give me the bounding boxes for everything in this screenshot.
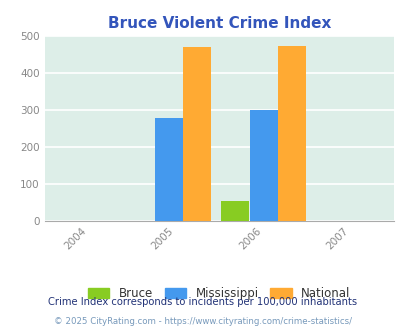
Bar [183,48,211,221]
Bar [220,201,248,221]
Text: Crime Index corresponds to incidents per 100,000 inhabitants: Crime Index corresponds to incidents per… [48,297,357,307]
Bar [249,110,277,221]
Title: Bruce Violent Crime Index: Bruce Violent Crime Index [107,16,330,31]
Bar [277,46,305,221]
Bar [154,117,182,221]
Legend: Bruce, Mississippi, National: Bruce, Mississippi, National [83,282,354,305]
Text: © 2025 CityRating.com - https://www.cityrating.com/crime-statistics/: © 2025 CityRating.com - https://www.city… [54,317,351,326]
